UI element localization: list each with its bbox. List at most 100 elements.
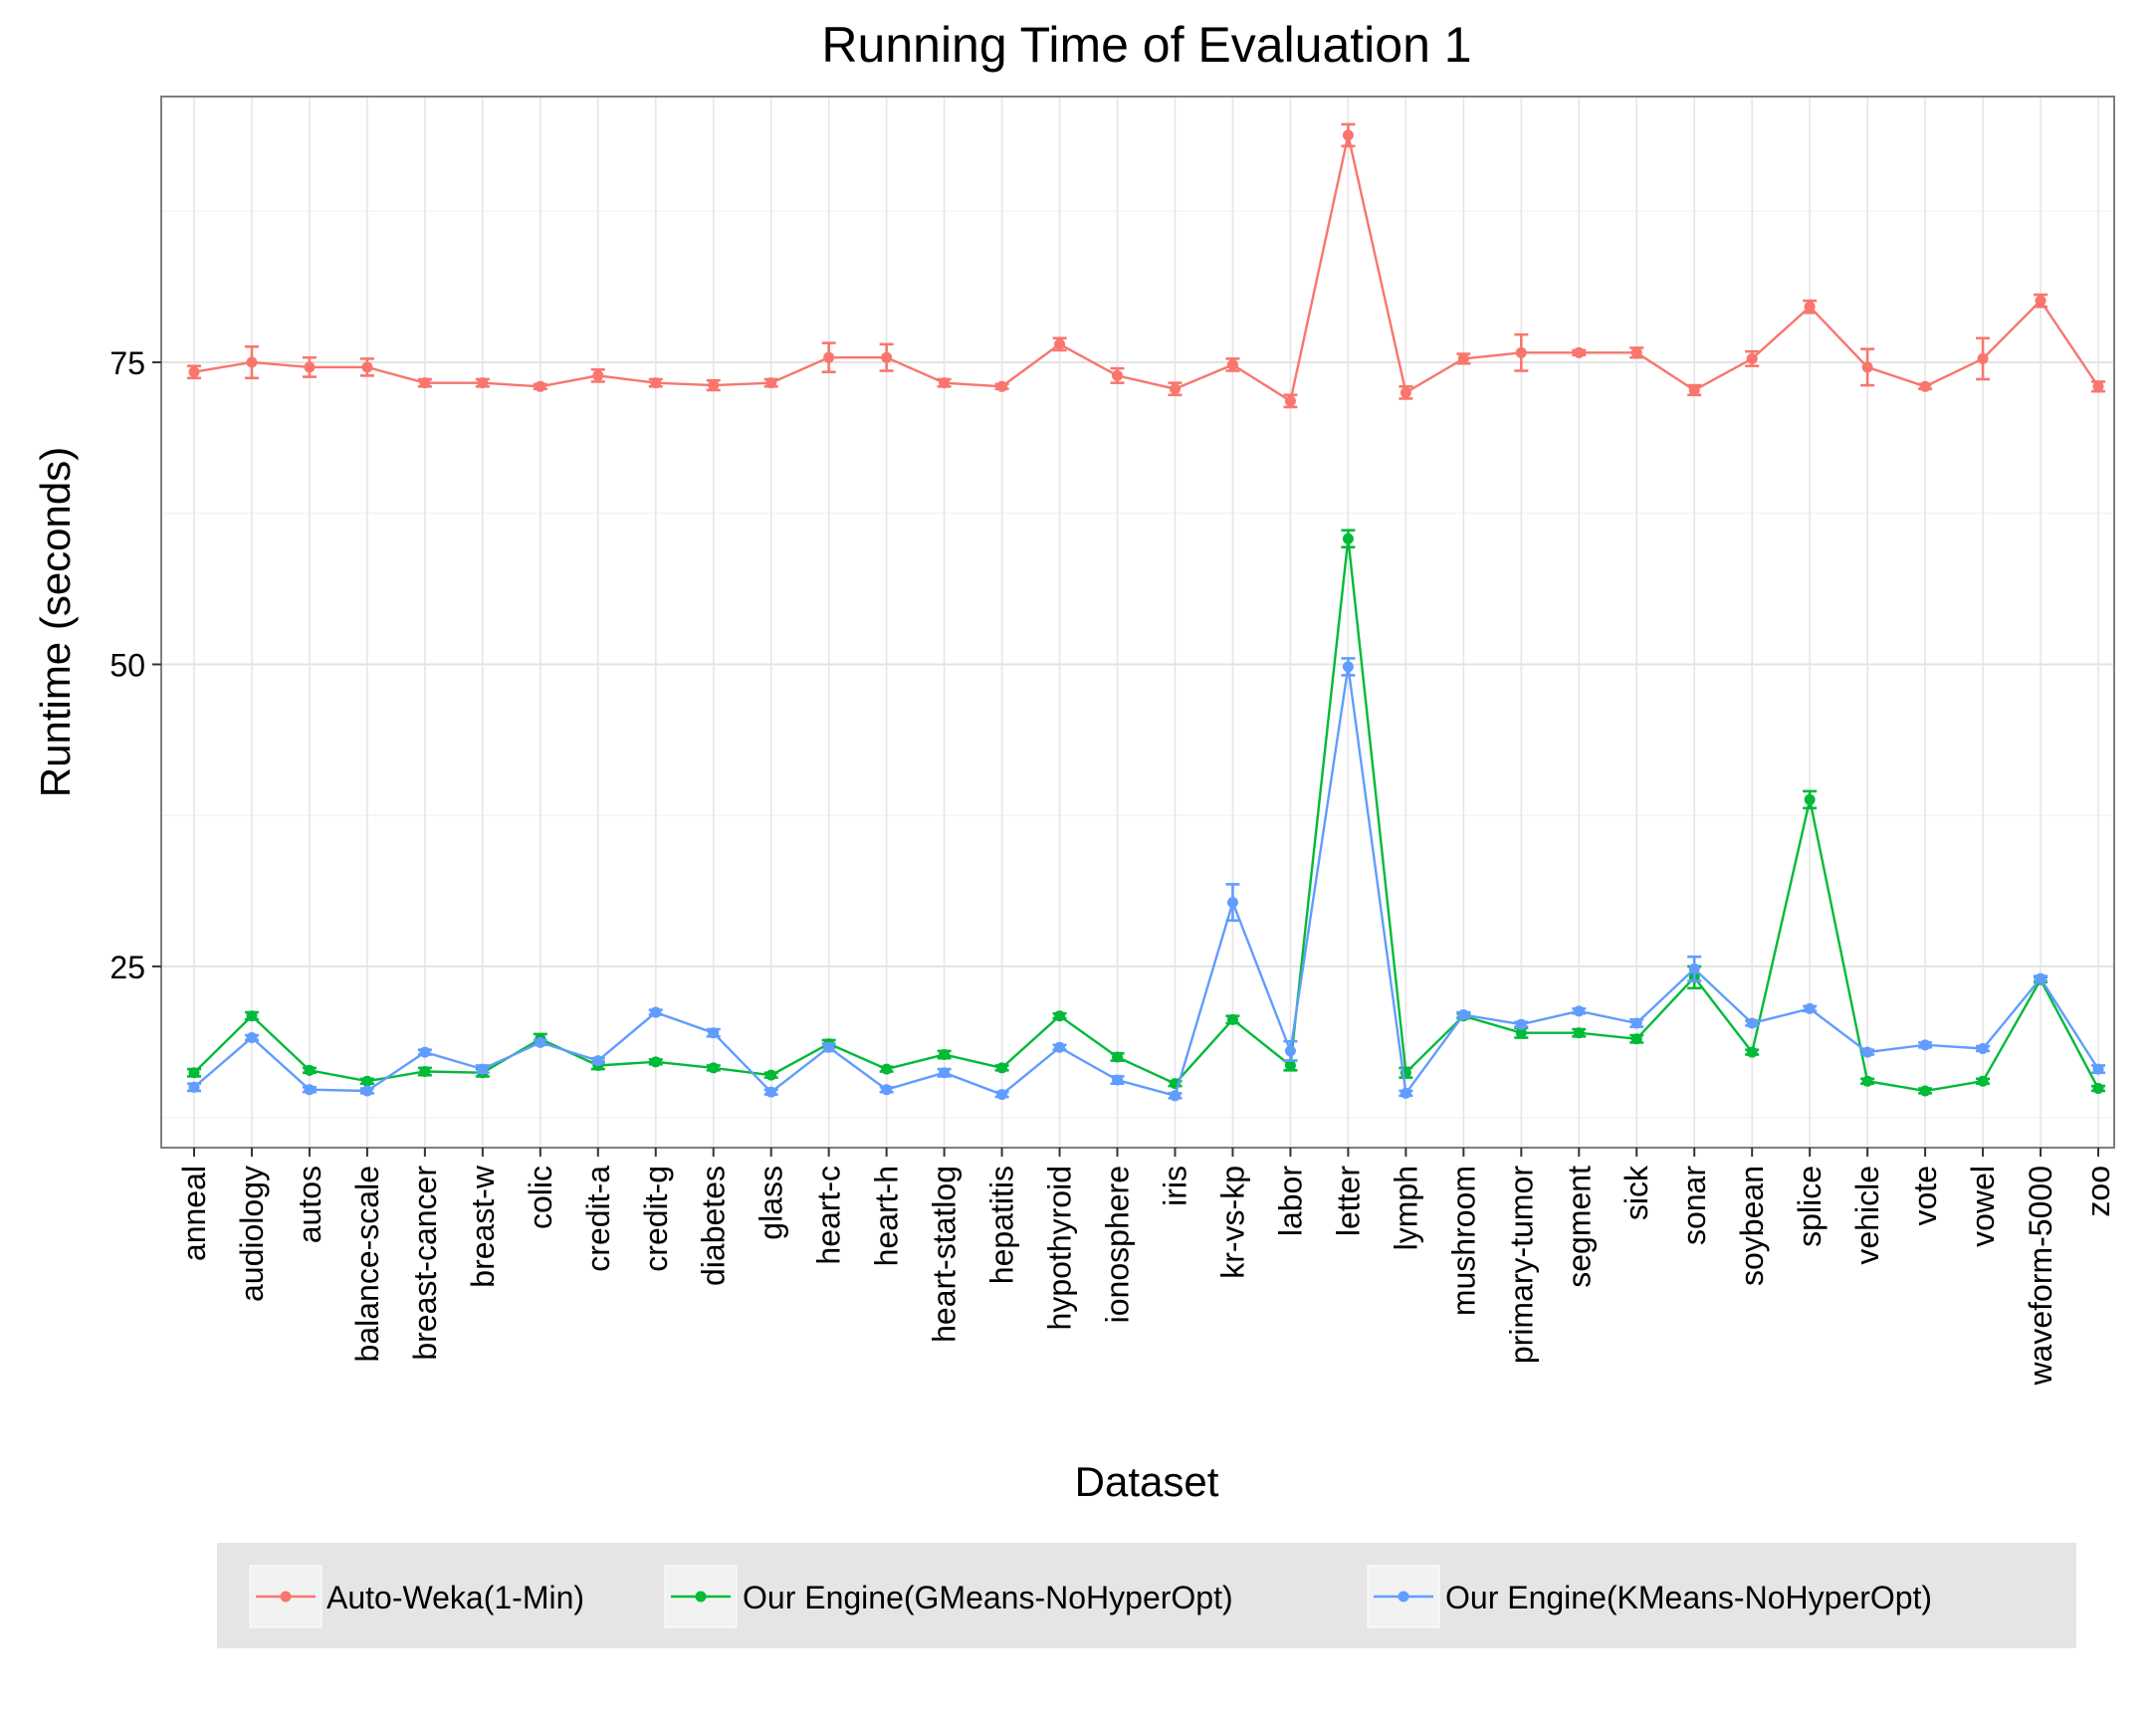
data-point <box>939 1049 951 1061</box>
data-point <box>1284 1059 1296 1071</box>
x-tick-label: hepatitis <box>984 1166 1020 1284</box>
data-point <box>1226 897 1238 909</box>
data-point <box>188 366 200 378</box>
x-tick-label: audiology <box>234 1166 270 1302</box>
data-point <box>1169 1090 1181 1102</box>
data-point <box>1573 1005 1585 1017</box>
data-point <box>1457 352 1469 364</box>
x-tick-label: vote <box>1907 1166 1943 1225</box>
data-point <box>1515 1018 1527 1030</box>
y-axis: 25 50 75 <box>109 345 161 985</box>
x-tick-label: ionosphere <box>1100 1166 1136 1323</box>
data-point <box>1688 963 1700 974</box>
data-point <box>939 377 951 389</box>
legend-key-point <box>695 1591 707 1603</box>
data-point <box>361 1085 373 1097</box>
legend-key-point <box>1398 1591 1409 1603</box>
x-tick-label: soybean <box>1734 1166 1770 1286</box>
data-point <box>1284 395 1296 407</box>
data-point <box>1226 358 1238 370</box>
data-point <box>1515 1027 1527 1039</box>
x-tick-label: diabetes <box>696 1166 732 1286</box>
data-point <box>765 377 777 389</box>
legend-label: Our Engine(KMeans-NoHyperOpt) <box>1445 1580 1932 1615</box>
data-point <box>881 1063 893 1075</box>
data-point <box>1342 129 1354 141</box>
data-point <box>1342 661 1354 673</box>
x-tick-label: labor <box>1272 1166 1308 1237</box>
series-line <box>193 134 2099 403</box>
x-tick-label: sick <box>1618 1165 1654 1220</box>
x-tick-label: credit-a <box>580 1166 616 1272</box>
data-point <box>2092 1063 2104 1075</box>
data-point <box>1804 301 1816 313</box>
data-point <box>1226 1013 1238 1025</box>
x-tick-label: credit-g <box>638 1166 674 1272</box>
data-point <box>2035 295 2047 307</box>
grid-lines <box>161 97 2114 1148</box>
data-point <box>708 1062 720 1074</box>
data-point <box>535 1036 546 1048</box>
legend-label: Our Engine(GMeans-NoHyperOpt) <box>743 1580 1233 1615</box>
data-point <box>2035 972 2047 984</box>
x-tick-label: heart-h <box>869 1166 905 1266</box>
data-point <box>361 1075 373 1087</box>
data-point <box>1919 380 1931 392</box>
x-axis: anneal audiology autos balance-scale breast-… <box>176 1148 2116 1387</box>
data-point <box>1746 1017 1758 1029</box>
x-tick-label: anneal <box>176 1166 212 1261</box>
data-point <box>2092 380 2104 392</box>
data-point <box>1457 1008 1469 1020</box>
series-line <box>193 666 2100 1098</box>
data-point <box>650 1056 662 1068</box>
data-point <box>246 1032 258 1044</box>
data-point <box>1919 1085 1931 1097</box>
data-point <box>881 1084 893 1096</box>
data-point <box>650 377 662 389</box>
x-tick-label: segment <box>1561 1166 1597 1288</box>
data-point <box>1342 533 1354 544</box>
data-point <box>188 1067 200 1079</box>
x-tick-label: lymph <box>1388 1166 1423 1250</box>
data-point <box>1804 793 1816 805</box>
series-1 <box>187 122 2105 409</box>
y-tick-label: 75 <box>109 345 145 381</box>
data-point <box>939 1067 951 1079</box>
x-tick-label: iris <box>1157 1166 1192 1206</box>
data-point <box>1746 1046 1758 1058</box>
data-point <box>996 380 1008 392</box>
x-axis-label: Dataset <box>1075 1458 1219 1505</box>
data-point <box>419 1046 431 1058</box>
data-point <box>188 1081 200 1093</box>
x-tick-label: glass <box>754 1166 789 1240</box>
data-point <box>708 1027 720 1039</box>
data-point <box>1400 386 1411 398</box>
data-point <box>823 351 835 363</box>
x-tick-label: mushroom <box>1445 1166 1481 1316</box>
data-point <box>881 351 893 363</box>
data-point <box>1400 1087 1411 1099</box>
series-layer <box>187 122 2105 1102</box>
x-tick-label: breast-cancer <box>407 1166 443 1361</box>
data-point <box>1630 1033 1642 1045</box>
data-point <box>592 1055 604 1067</box>
data-point <box>1804 1002 1816 1014</box>
legend-label: Auto-Weka(1-Min) <box>326 1580 584 1615</box>
chart-title: Running Time of Evaluation 1 <box>821 17 1471 73</box>
plot-border <box>160 96 2115 1149</box>
data-point <box>823 1041 835 1053</box>
x-tick-label: vowel <box>1965 1166 2001 1247</box>
data-point <box>765 1086 777 1098</box>
data-point <box>304 1064 316 1076</box>
data-point <box>2092 1083 2104 1095</box>
data-point <box>477 377 489 389</box>
x-tick-label: hypothyroid <box>1042 1166 1078 1330</box>
data-point <box>1861 1075 1873 1087</box>
x-tick-label: splice <box>1792 1166 1828 1247</box>
y-tick-label: 25 <box>109 950 145 985</box>
data-point <box>1112 1074 1124 1086</box>
data-point <box>1573 1027 1585 1039</box>
legend: Auto-Weka(1-Min) Our Engine(GMeans-NoHype… <box>217 1543 2076 1648</box>
